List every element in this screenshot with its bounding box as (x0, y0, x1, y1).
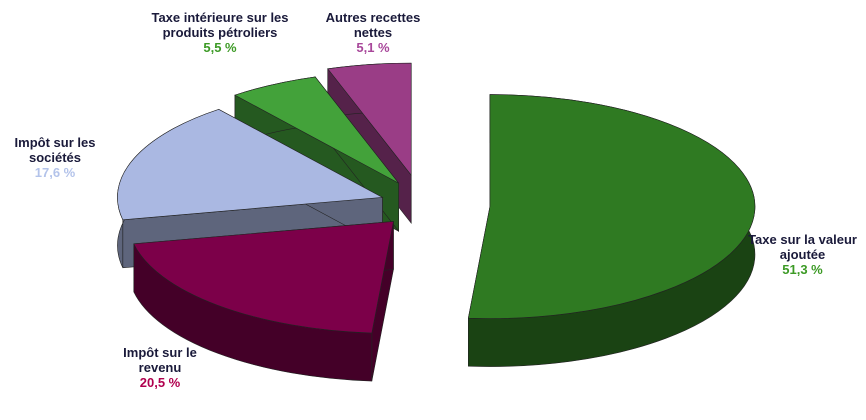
value-label: 17,6 % (34, 165, 76, 180)
slice-label: Impôt sur le revenu 20,5 % (105, 345, 215, 390)
category-name: Impôt sur le revenu (123, 345, 197, 375)
slice-top (133, 221, 394, 334)
slice-label: Autres recettes nettes 5,1 % (318, 10, 428, 55)
slice-label: Taxe sur la valeur ajoutée 51,3 % (745, 232, 860, 277)
value-label: 5,5 % (203, 40, 237, 55)
slice-top (117, 109, 384, 221)
category-name: Taxe intérieure sur les produits pétroli… (151, 10, 289, 40)
slice-top (327, 62, 412, 177)
value-label: 20,5 % (139, 375, 181, 390)
category-name: Autres recettes nettes (325, 10, 421, 40)
value-label: 5,1 % (356, 40, 390, 55)
slice (133, 221, 394, 382)
category-name: Taxe sur la valeur ajoutée (748, 232, 857, 262)
slice-label: Taxe intérieure sur les produits pétroli… (150, 10, 290, 55)
slice-label: Impôt sur les sociétés 17,6 % (5, 135, 105, 180)
slice-top (234, 76, 399, 184)
category-name: Impôt sur les sociétés (14, 135, 96, 165)
slice (467, 94, 756, 367)
value-label: 51,3 % (782, 262, 823, 277)
slice-top (467, 94, 756, 319)
